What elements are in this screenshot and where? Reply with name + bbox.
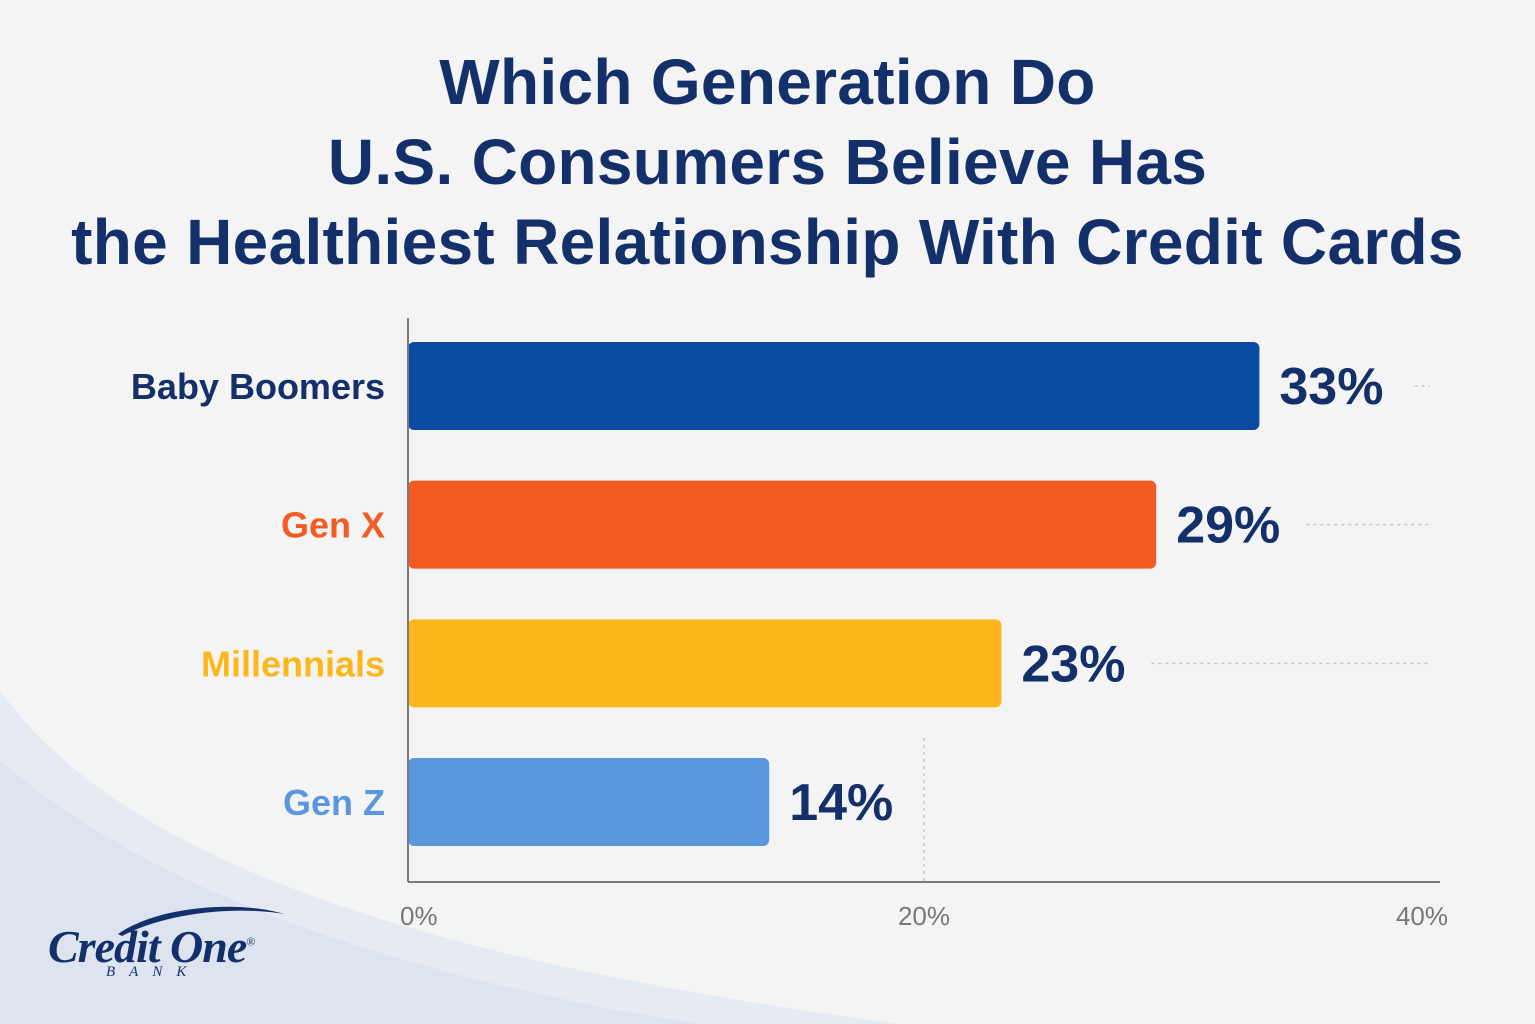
chart-title: Which Generation Do U.S. Consumers Belie…: [0, 42, 1535, 282]
category-label-2: Millennials: [201, 643, 385, 684]
x-tick-label-2: 40%: [1396, 901, 1448, 931]
category-label-3: Gen Z: [283, 782, 385, 823]
value-label-1: 29%: [1176, 497, 1280, 555]
category-label-1: Gen X: [281, 505, 385, 546]
bar-0: [408, 342, 1260, 430]
credit-one-logo: Credit One® BANK: [48, 900, 288, 990]
value-label-0: 33%: [1279, 358, 1383, 416]
logo-name: Credit One: [48, 921, 247, 972]
bar-1: [408, 480, 1157, 569]
logo-subtitle: BANK: [106, 964, 201, 980]
x-tick-label-0: 0%: [400, 901, 438, 931]
logo-registered: ®: [246, 934, 255, 949]
value-label-2: 23%: [1021, 635, 1125, 693]
title-line-1: Which Generation Do: [439, 46, 1096, 118]
logo-swoosh-icon: [118, 906, 284, 936]
category-label-0: Baby Boomers: [131, 366, 385, 407]
title-line-3: the Healthiest Relationship With Credit …: [71, 206, 1464, 278]
bar-3: [408, 758, 770, 847]
title-line-2: U.S. Consumers Believe Has: [327, 126, 1208, 198]
x-tick-label-1: 20%: [898, 901, 950, 931]
value-label-3: 14%: [789, 774, 893, 832]
bar-2: [408, 619, 1002, 708]
logo-wordmark: Credit One®: [48, 920, 255, 973]
